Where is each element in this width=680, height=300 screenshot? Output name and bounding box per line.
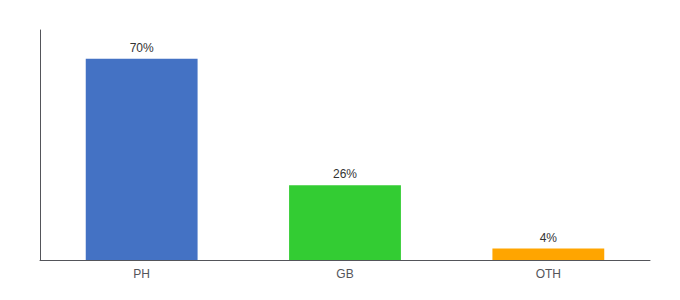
svg-text:70%: 70% — [130, 41, 154, 55]
svg-text:GB: GB — [336, 267, 353, 281]
svg-text:PH: PH — [133, 267, 150, 281]
svg-text:4%: 4% — [540, 231, 558, 245]
svg-text:OTH: OTH — [536, 267, 561, 281]
svg-text:26%: 26% — [333, 167, 357, 181]
